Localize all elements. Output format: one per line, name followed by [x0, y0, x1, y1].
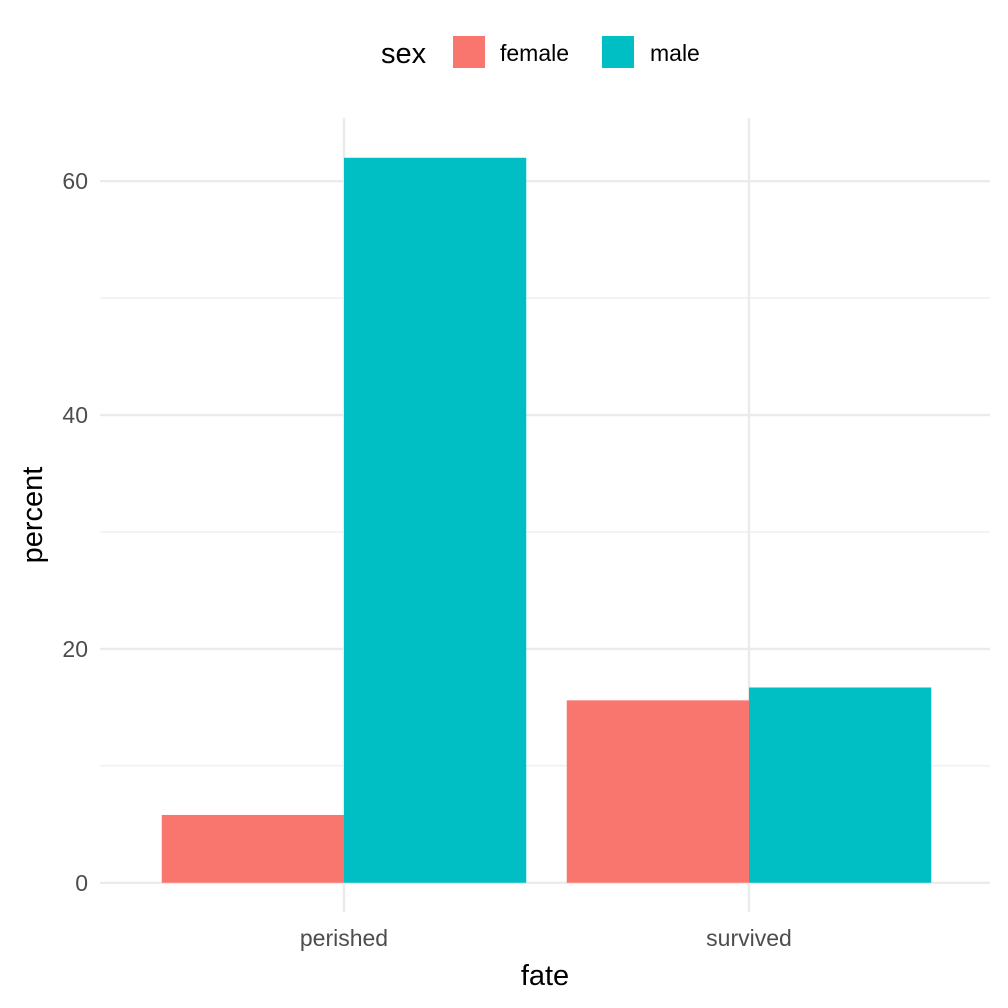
bar-male-perished — [344, 157, 527, 883]
legend: sex female male — [381, 36, 700, 70]
bar-female-survived — [566, 700, 749, 883]
x-axis-title: fate — [521, 960, 569, 992]
legend-label-male: male — [650, 40, 700, 66]
x-tick-label: survived — [706, 925, 792, 951]
y-tick-label: 20 — [62, 636, 88, 662]
bar-female-perished — [161, 814, 344, 883]
x-axis-ticks: perished survived — [300, 925, 792, 951]
y-tick-label: 60 — [62, 168, 88, 194]
y-tick-label: 40 — [62, 402, 88, 428]
bar-male-survived — [749, 687, 932, 883]
legend-key-male — [602, 36, 634, 68]
bars — [161, 157, 932, 883]
y-axis-ticks: 0 20 40 60 — [62, 168, 88, 896]
legend-label-female: female — [500, 40, 569, 66]
y-tick-label: 0 — [75, 870, 88, 896]
y-axis-title: percent — [17, 467, 49, 564]
legend-title: sex — [381, 38, 427, 70]
legend-key-female — [453, 36, 485, 68]
x-tick-label: perished — [300, 925, 388, 951]
